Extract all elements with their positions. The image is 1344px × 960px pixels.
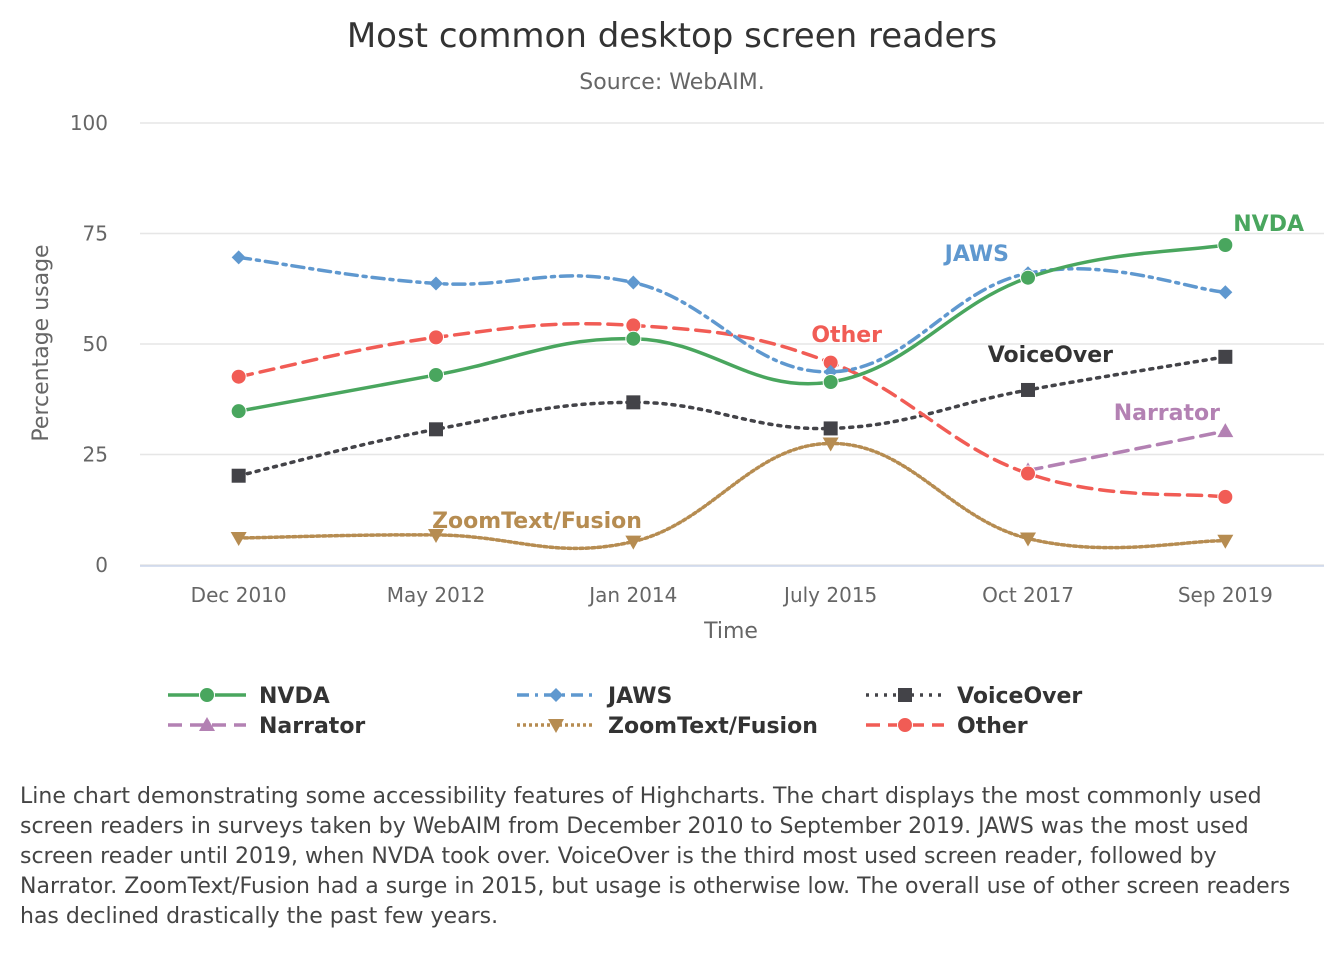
series-label-nvda: NVDA bbox=[1233, 212, 1304, 237]
series-label-zoomtext-fusion: ZoomText/Fusion bbox=[432, 509, 642, 534]
line-chart: Most common desktop screen readers Sourc… bbox=[29, 16, 1324, 739]
legend-label: NVDA bbox=[259, 684, 330, 709]
data-point-jaws bbox=[626, 275, 641, 290]
y-tick-label: 50 bbox=[83, 332, 108, 356]
data-point-voiceover bbox=[1218, 349, 1233, 364]
y-axis-tick-labels: 0 25 50 75 100 bbox=[70, 111, 108, 577]
chart-description: Line chart demonstrating some accessibil… bbox=[20, 784, 1291, 929]
legend-item-voiceover[interactable]: VoiceOver bbox=[866, 684, 1082, 709]
legend-label: Other bbox=[957, 714, 1028, 739]
data-point-voiceover bbox=[823, 421, 838, 436]
chart-title: Most common desktop screen readers bbox=[347, 16, 997, 56]
data-point-zoomtext-fusion bbox=[822, 437, 839, 452]
data-point-nvda bbox=[1217, 236, 1234, 253]
x-tick-label: Oct 2017 bbox=[982, 583, 1074, 607]
data-point-jaws bbox=[1218, 285, 1233, 300]
data-point-zoomtext-fusion bbox=[428, 528, 444, 543]
legend-marker bbox=[898, 688, 912, 702]
y-gridlines bbox=[140, 122, 1324, 566]
x-tick-label: July 2015 bbox=[782, 583, 877, 607]
data-point-zoomtext-fusion bbox=[230, 532, 247, 547]
x-axis-tick-labels: Dec 2010 May 2012 Jan 2014 July 2015 Oct 201… bbox=[191, 583, 1273, 607]
series-line-other bbox=[236, 322, 1228, 499]
x-axis-title: Time bbox=[703, 619, 758, 644]
series-line-nvda bbox=[236, 243, 1228, 413]
legend-marker bbox=[199, 687, 215, 703]
data-point-jaws bbox=[429, 276, 443, 291]
legend: NVDA JAWS VoiceOver Narrator ZoomText/Fusion… bbox=[168, 684, 1082, 739]
data-point-zoomtext-fusion bbox=[1020, 532, 1036, 547]
legend-item-narrator[interactable]: Narrator bbox=[168, 714, 365, 739]
data-point-narrator bbox=[1217, 423, 1234, 438]
series-narrator bbox=[1020, 423, 1234, 477]
series-label-voiceover: VoiceOver bbox=[988, 343, 1113, 368]
data-point-jaws bbox=[231, 250, 246, 265]
data-point-other bbox=[1020, 465, 1036, 482]
y-tick-label: 0 bbox=[95, 553, 108, 577]
series-voiceover bbox=[231, 349, 1233, 483]
y-tick-label: 25 bbox=[83, 443, 108, 467]
series-layer bbox=[230, 236, 1234, 551]
data-point-nvda bbox=[822, 374, 839, 391]
series-nvda bbox=[230, 236, 1234, 420]
legend-marker bbox=[549, 688, 563, 702]
legend-label: ZoomText/Fusion bbox=[608, 714, 818, 739]
series-label-jaws: JAWS bbox=[943, 242, 1009, 267]
series-label-narrator: Narrator bbox=[1114, 401, 1220, 426]
series-label-other: Other bbox=[811, 323, 882, 348]
x-tick-label: Dec 2010 bbox=[191, 583, 287, 607]
x-tick-label: Sep 2019 bbox=[1178, 583, 1273, 607]
legend-item-other[interactable]: Other bbox=[866, 714, 1028, 739]
series-line-voiceover bbox=[236, 355, 1228, 478]
data-point-other bbox=[1217, 488, 1234, 505]
data-point-nvda bbox=[230, 403, 247, 420]
legend-marker bbox=[548, 719, 564, 733]
legend-marker bbox=[199, 717, 215, 731]
x-tick-label: May 2012 bbox=[387, 583, 486, 607]
data-point-voiceover bbox=[626, 395, 641, 410]
data-point-zoomtext-fusion bbox=[1217, 534, 1234, 549]
y-tick-label: 100 bbox=[70, 111, 108, 135]
data-point-voiceover bbox=[231, 468, 246, 483]
data-point-other bbox=[230, 368, 247, 385]
data-point-nvda bbox=[625, 330, 642, 347]
legend-label: VoiceOver bbox=[957, 684, 1082, 709]
y-tick-label: 75 bbox=[83, 222, 108, 246]
legend-label: JAWS bbox=[606, 684, 672, 709]
data-point-voiceover bbox=[1021, 382, 1035, 397]
x-tick-label: Jan 2014 bbox=[587, 583, 677, 607]
legend-item-nvda[interactable]: NVDA bbox=[168, 684, 330, 709]
series-line-zoomtext-fusion bbox=[236, 441, 1228, 551]
legend-item-zoomtext-fusion[interactable]: ZoomText/Fusion bbox=[517, 714, 818, 739]
data-point-zoomtext-fusion bbox=[625, 535, 642, 550]
data-point-voiceover bbox=[429, 422, 443, 437]
series-line-narrator bbox=[1026, 429, 1228, 473]
legend-label: Narrator bbox=[259, 714, 365, 739]
data-point-nvda bbox=[1020, 269, 1036, 286]
data-point-other bbox=[625, 317, 642, 334]
legend-item-jaws[interactable]: JAWS bbox=[517, 684, 672, 709]
data-point-nvda bbox=[428, 366, 444, 383]
y-axis-title: Percentage usage bbox=[29, 244, 54, 441]
chart-subtitle: Source: WebAIM. bbox=[579, 70, 764, 95]
series-zoomtext-fusion bbox=[230, 437, 1234, 551]
legend-marker bbox=[897, 717, 913, 733]
series-labels: ZoomText/Fusion Narrator VoiceOver Other JAW… bbox=[432, 212, 1304, 534]
data-point-other bbox=[428, 329, 444, 346]
